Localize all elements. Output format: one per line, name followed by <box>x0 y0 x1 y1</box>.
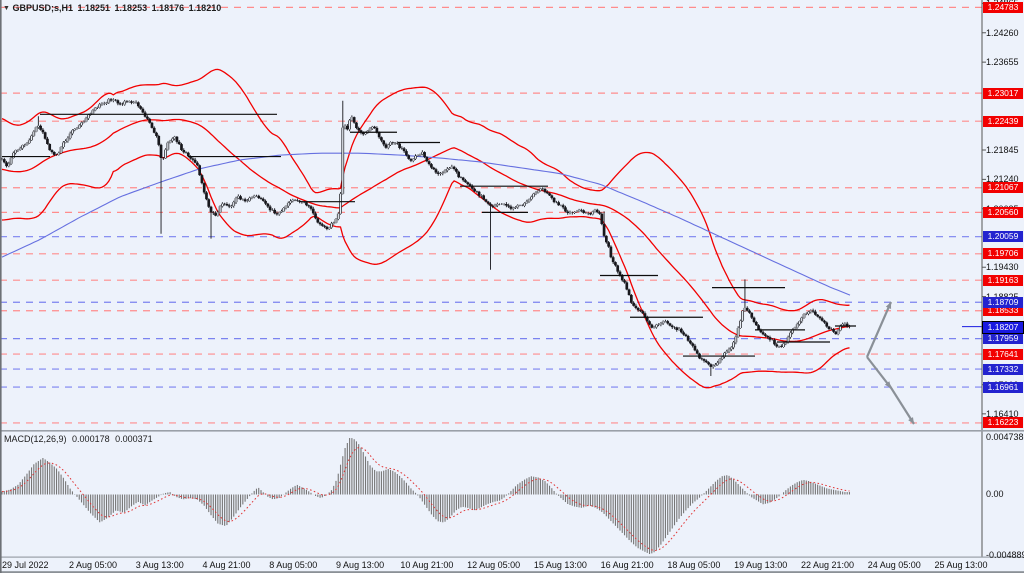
forecast-arrow-down[interactable] <box>866 356 892 389</box>
forecast-arrow-down[interactable] <box>887 382 915 425</box>
ohlc-open-value: 1.18251 <box>77 3 111 13</box>
resistance-price-box: 1.19163 <box>983 274 1023 286</box>
price-tick-label: 1.16410 <box>986 408 1019 419</box>
resistance-price-box: 1.19706 <box>983 248 1023 260</box>
arrow-head <box>908 417 914 424</box>
candle-wicks <box>1 98 850 376</box>
support-price-box: 1.20059 <box>983 231 1023 243</box>
price-tick-label: 1.21240 <box>986 174 1019 185</box>
time-axis-label: 8 Aug 05:00 <box>269 560 318 570</box>
resistance-price-box: 1.21067 <box>983 182 1023 194</box>
macd-scale-label: -0.004889 <box>986 550 1024 560</box>
resistance-price-box: 1.17641 <box>983 348 1023 360</box>
price-tick-label: 1.21845 <box>986 145 1019 155</box>
time-axis-label: 15 Aug 13:00 <box>533 560 587 570</box>
time-axis-label: 24 Aug 05:00 <box>867 560 921 570</box>
price-tick-label: 1.18825 <box>986 292 1019 302</box>
time-axis-label: 12 Aug 05:00 <box>467 560 521 570</box>
window-left-edge <box>0 0 2 573</box>
price-tick-label: 1.23655 <box>986 57 1019 68</box>
time-axis-label: 16 Aug 21:00 <box>600 560 654 570</box>
arrow-head <box>885 302 892 309</box>
candle-bodies-bullish <box>1 99 851 367</box>
bollinger-lower-band <box>1 152 850 389</box>
current-price-box: 1.18207 <box>982 321 1024 335</box>
time-axis-label: 3 Aug 13:00 <box>135 560 184 570</box>
macd-signal-value: 0.000371 <box>115 434 153 444</box>
ohlc-close-value: 1.18210 <box>188 3 222 13</box>
support-price-box: 1.18709 <box>983 296 1023 308</box>
resistance-price-box: 1.18533 <box>983 305 1023 317</box>
macd-scale-label: 0.00 <box>986 489 1004 499</box>
panel-separator[interactable] <box>0 430 1024 432</box>
time-axis-label: 9 Aug 13:00 <box>336 560 385 570</box>
resistance-price-box: 1.20560 <box>983 206 1023 218</box>
forecast-arrow-up[interactable] <box>865 301 893 358</box>
time-axis-label: 10 Aug 21:00 <box>400 560 454 570</box>
symbol-timeframe-label: GBPUSD;s,H1 <box>12 3 73 13</box>
chart-title: ▼ GBPUSD;s,H1 1.18251 1.18253 1.18176 1.… <box>3 3 221 13</box>
moving-average-blue <box>1 152 851 296</box>
ohlc-high-value: 1.18253 <box>114 3 148 13</box>
price-tick-label: 1.19430 <box>986 262 1019 273</box>
time-axis-separator <box>0 556 1024 558</box>
resistance-price-box: 1.16223 <box>983 417 1023 429</box>
time-axis-label: 19 Aug 13:00 <box>734 560 788 570</box>
time-axis-label: 18 Aug 05:00 <box>667 560 721 570</box>
macd-name: MACD(12,26,9) <box>4 434 67 444</box>
time-axis-label: 2 Aug 05:00 <box>68 560 118 570</box>
bollinger-upper-band <box>1 68 850 312</box>
resistance-price-box: 1.23017 <box>983 87 1023 99</box>
time-axis-label: 29 Jul 2022 <box>2 560 49 570</box>
macd-signal-line <box>1 446 850 552</box>
macd-scale-label: 0.004738 <box>986 432 1024 442</box>
window-bottom-edge <box>0 571 1024 573</box>
support-price-box: 1.16961 <box>983 381 1023 393</box>
resistance-price-box: 1.22439 <box>983 115 1023 127</box>
time-axis-label: 22 Aug 21:00 <box>800 560 854 570</box>
support-price-box: 1.17959 <box>983 333 1023 345</box>
time-axis-label: 25 Aug 13:00 <box>934 560 988 570</box>
support-price-box: 1.17332 <box>983 363 1023 375</box>
resistance-price-box: 1.24783 <box>983 1 1023 13</box>
macd-main-value: 0.000178 <box>72 434 110 444</box>
ohlc-low-value: 1.18176 <box>151 3 185 13</box>
macd-indicator-label: MACD(12,26,9) 0.000178 0.000371 <box>4 434 153 444</box>
time-axis-label: 4 Aug 21:00 <box>202 560 251 570</box>
symbol-dropdown-icon[interactable]: ▼ <box>3 5 10 12</box>
price-tick-label: 1.24260 <box>986 27 1019 38</box>
